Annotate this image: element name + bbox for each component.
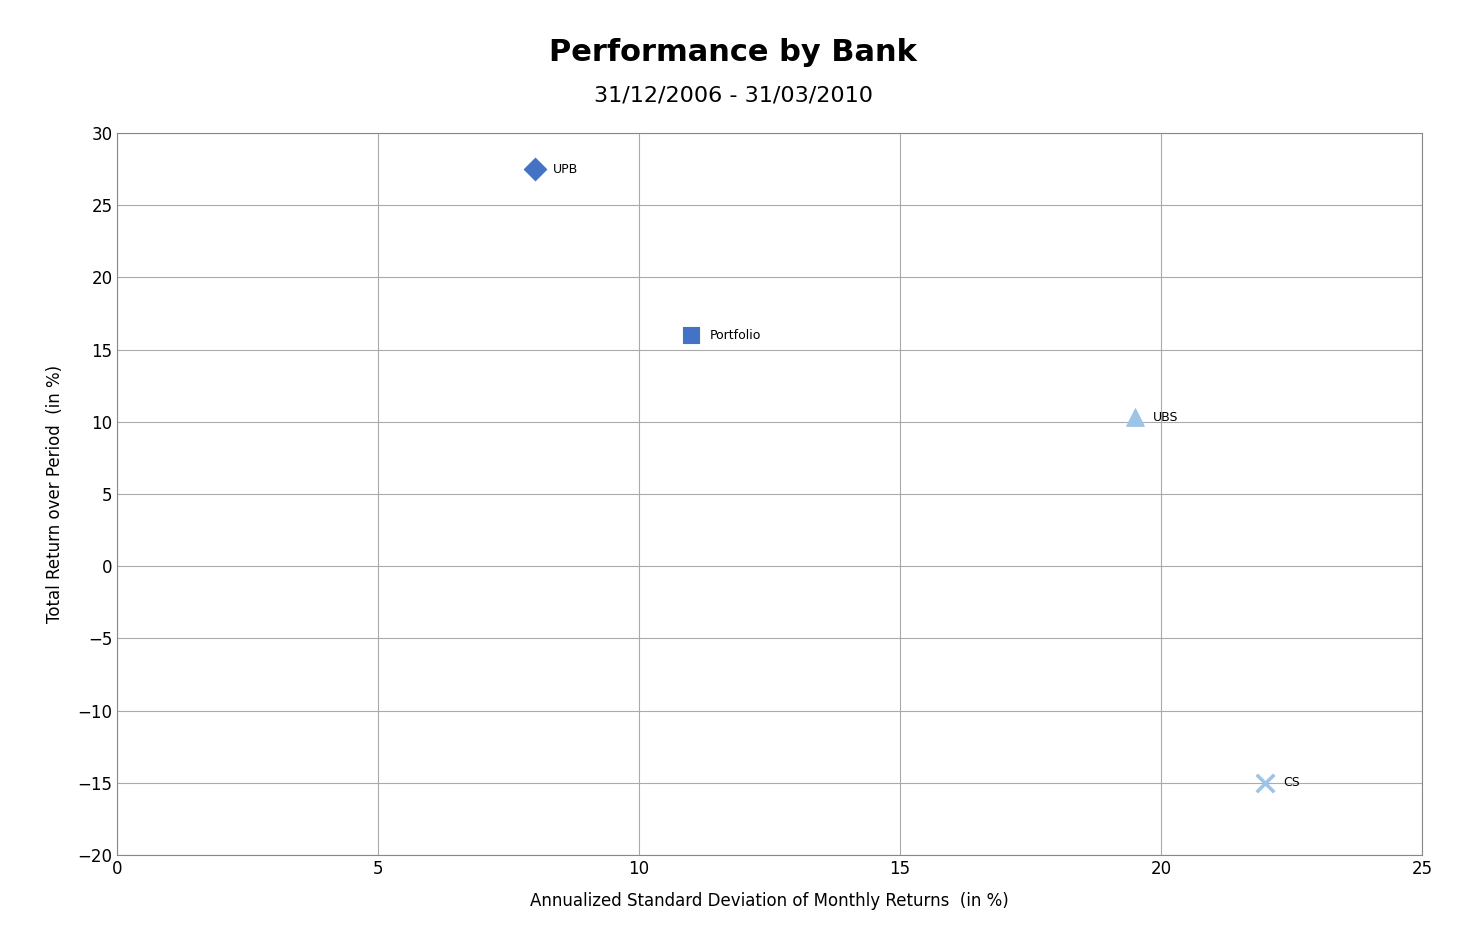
- Text: CS: CS: [1284, 776, 1300, 789]
- Text: Performance by Bank: Performance by Bank: [550, 38, 916, 67]
- Text: UPB: UPB: [553, 162, 578, 176]
- Point: [680, 328, 704, 343]
- Point: [1253, 775, 1277, 790]
- Point: [1123, 409, 1146, 425]
- Point: [523, 162, 547, 177]
- Text: UBS: UBS: [1154, 411, 1179, 424]
- Text: Portfolio: Portfolio: [710, 329, 761, 342]
- Y-axis label: Total Return over Period  (in %): Total Return over Period (in %): [45, 365, 63, 623]
- Text: 31/12/2006 - 31/03/2010: 31/12/2006 - 31/03/2010: [594, 86, 872, 105]
- X-axis label: Annualized Standard Deviation of Monthly Returns  (in %): Annualized Standard Deviation of Monthly…: [531, 892, 1009, 910]
